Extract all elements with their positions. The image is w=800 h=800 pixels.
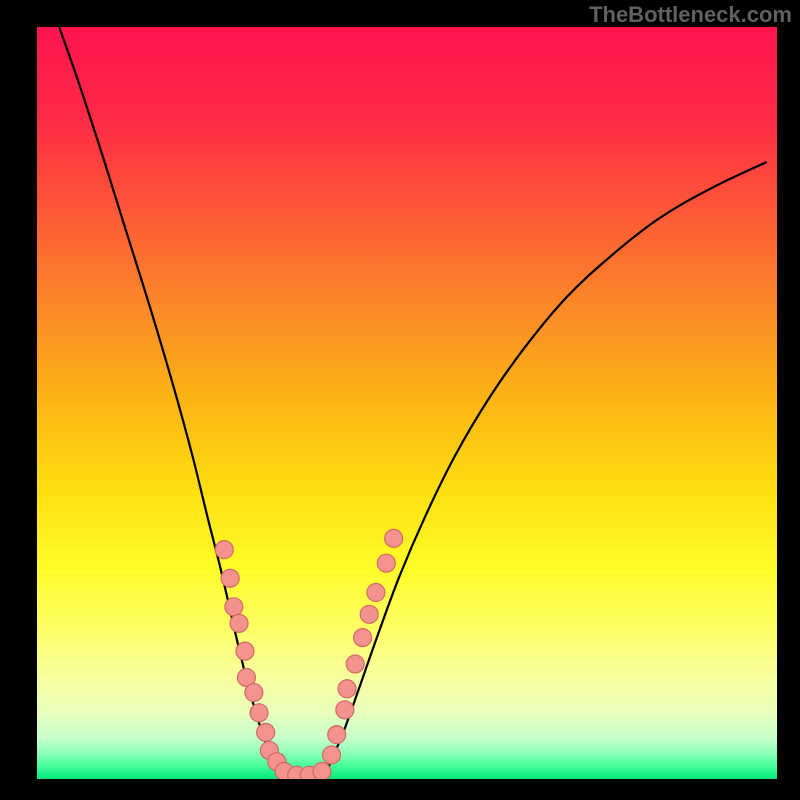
marker-dot xyxy=(230,614,248,632)
marker-dot xyxy=(245,684,263,702)
marker-dot xyxy=(338,680,356,698)
marker-dot xyxy=(250,704,268,722)
marker-dot xyxy=(221,569,239,587)
marker-dot xyxy=(323,746,341,764)
marker-dot xyxy=(313,762,331,779)
marker-dot xyxy=(225,598,243,616)
marker-dot xyxy=(377,554,395,572)
marker-dot xyxy=(360,605,378,623)
marker-dot xyxy=(336,701,354,719)
watermark-text: TheBottleneck.com xyxy=(589,2,792,28)
marker-dot xyxy=(215,541,233,559)
chart-container: TheBottleneck.com xyxy=(0,0,800,800)
marker-dot xyxy=(257,723,275,741)
gradient-background xyxy=(37,27,777,779)
marker-dot xyxy=(236,642,254,660)
marker-dot xyxy=(385,529,403,547)
marker-dot xyxy=(328,726,346,744)
plot-svg xyxy=(37,27,777,779)
marker-dot xyxy=(346,655,364,673)
marker-dot xyxy=(354,629,372,647)
plot-area xyxy=(37,27,777,779)
marker-dot xyxy=(367,584,385,602)
